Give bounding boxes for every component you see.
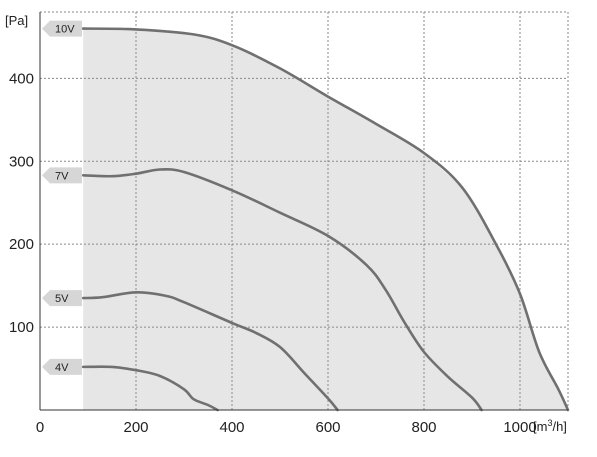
- series-tag-shape: [42, 290, 82, 307]
- x-tick-label-200: 200: [123, 419, 148, 436]
- y-tick-label-300: 300: [9, 153, 34, 170]
- series-line-5V: [81, 290, 339, 412]
- tick-layer: 0 200 400 600 800 1000 100 200 300 400: [9, 70, 537, 436]
- series-tag-shape: [42, 358, 82, 375]
- series-tag-shape: [42, 167, 82, 184]
- grid-layer: [40, 11, 569, 410]
- y-tick-label-100: 100: [9, 319, 34, 336]
- series-tag-label: 4V: [55, 362, 69, 374]
- series-tag-5V: 5V: [42, 290, 82, 307]
- x-axis-unit-label: [m3/h]: [533, 418, 567, 434]
- series-tag-label: 10V: [55, 24, 75, 36]
- operating-area: [83, 28, 568, 410]
- series-tag-shape: [42, 20, 82, 37]
- x-tick-label-0: 0: [36, 419, 44, 436]
- series-tag-label: 7V: [55, 170, 69, 182]
- y-axis-unit-label: [Pa]: [5, 13, 28, 28]
- tag-layer: 10V 7V 5V 4V: [42, 20, 82, 375]
- curve-layer: [81, 27, 570, 412]
- axis-layer: [39, 12, 568, 411]
- series-line-10V: [81, 27, 570, 412]
- y-tick-label-400: 400: [9, 70, 34, 87]
- x-tick-label-600: 600: [315, 419, 340, 436]
- series-tag-7V: 7V: [42, 167, 82, 184]
- x-tick-label-1000: 1000: [503, 419, 536, 436]
- series-tag-4V: 4V: [42, 358, 82, 375]
- x-tick-label-800: 800: [411, 419, 436, 436]
- series-tag-10V: 10V: [42, 20, 82, 37]
- x-tick-label-400: 400: [219, 419, 244, 436]
- y-tick-label-200: 200: [9, 236, 34, 253]
- series-tag-label: 5V: [55, 293, 69, 305]
- series-line-4V: [81, 365, 219, 412]
- series-line-7V: [81, 168, 483, 412]
- area-layer: [83, 28, 568, 410]
